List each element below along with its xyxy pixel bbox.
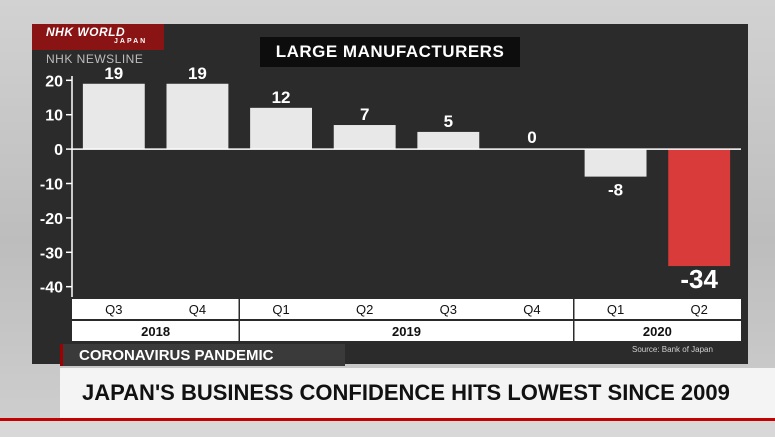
bar-value-label: 7 xyxy=(360,105,369,124)
bar xyxy=(668,149,731,267)
logo-text: NHK WORLD xyxy=(46,25,126,39)
headline-text: JAPAN'S BUSINESS CONFIDENCE HITS LOWEST … xyxy=(82,380,730,405)
program-name: NHK NEWSLINE xyxy=(46,52,144,66)
y-tick-label: -10 xyxy=(40,177,63,194)
bottom-strip xyxy=(0,421,775,437)
x-tick-label: Q1 xyxy=(607,302,624,317)
bar-value-label: -34 xyxy=(680,264,718,294)
source-note: Source: Bank of Japan xyxy=(632,345,713,354)
topic-tag: CORONAVIRUS PANDEMIC xyxy=(60,344,345,366)
year-label: 2018 xyxy=(141,324,170,339)
bar xyxy=(417,131,480,150)
x-tick-label: Q3 xyxy=(440,302,457,317)
x-tick-label: Q4 xyxy=(523,302,540,317)
nhk-world-logo xyxy=(32,24,164,50)
y-tick-label: 20 xyxy=(45,73,63,90)
bar xyxy=(82,83,145,150)
bar xyxy=(333,125,396,150)
bar-value-label: -8 xyxy=(608,181,623,200)
x-tick-label: Q4 xyxy=(189,302,206,317)
bar-value-label: 19 xyxy=(104,64,123,83)
headline-bar: JAPAN'S BUSINESS CONFIDENCE HITS LOWEST … xyxy=(60,368,775,418)
topic-tag-label: CORONAVIRUS PANDEMIC xyxy=(79,346,274,364)
bar-value-label: 5 xyxy=(444,112,453,131)
logo-subtext: JAPAN xyxy=(114,38,148,45)
accent-line xyxy=(0,418,775,421)
year-label: 2020 xyxy=(643,324,672,339)
bar-value-label: 19 xyxy=(188,64,207,83)
y-tick-label: 0 xyxy=(54,142,63,159)
x-tick-label: Q2 xyxy=(356,302,373,317)
x-tick-label: Q1 xyxy=(272,302,289,317)
bar xyxy=(250,107,313,150)
x-tick-label: Q3 xyxy=(105,302,122,317)
x-axis-band xyxy=(72,299,741,319)
bar-value-label: 0 xyxy=(527,128,536,147)
year-label: 2019 xyxy=(392,324,421,339)
y-tick-label: -20 xyxy=(40,211,63,228)
bar xyxy=(584,149,647,177)
bar xyxy=(166,83,229,150)
y-tick-label: -40 xyxy=(40,280,63,297)
y-tick-label: 10 xyxy=(45,108,63,125)
x-tick-label: Q2 xyxy=(691,302,708,317)
bar-value-label: 12 xyxy=(272,88,291,107)
chart-title: LARGE MANUFACTURERS xyxy=(260,37,520,67)
y-tick-label: -30 xyxy=(40,245,63,262)
